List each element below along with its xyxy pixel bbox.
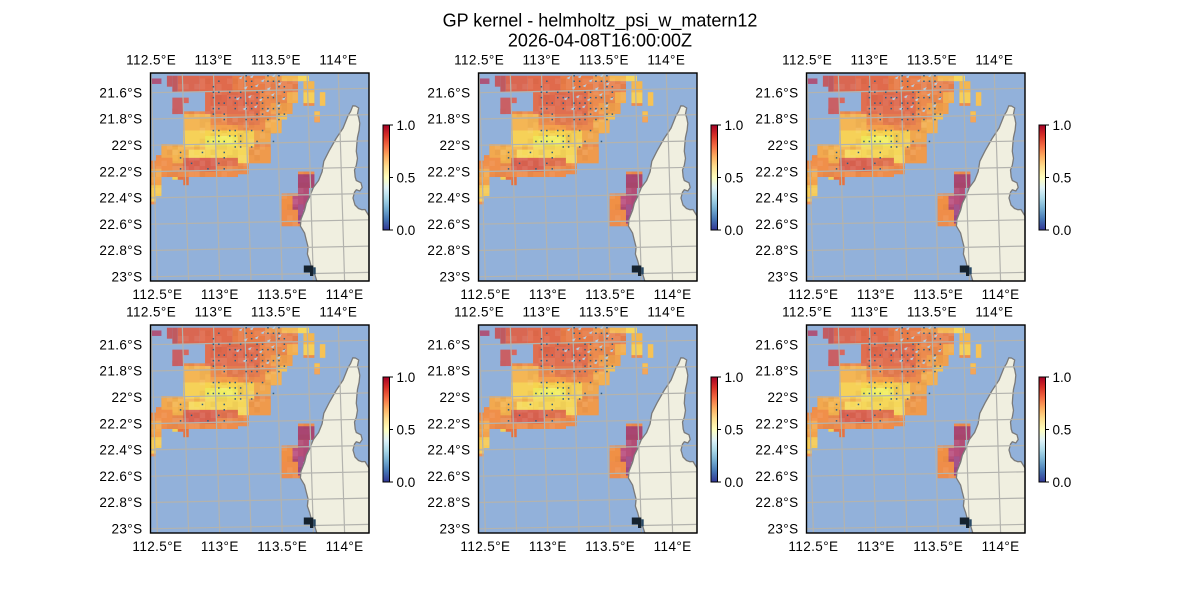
svg-text:GP kernel - helmholtz_psi_w_ma: GP kernel - helmholtz_psi_w_matern12 [443,11,758,32]
svg-text:2026-04-08T16:00:00Z: 2026-04-08T16:00:00Z [508,31,692,51]
